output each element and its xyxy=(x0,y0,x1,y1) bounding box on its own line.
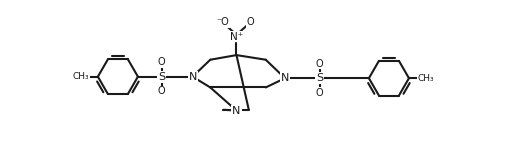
Text: CH₃: CH₃ xyxy=(417,74,434,83)
Text: ⁻O: ⁻O xyxy=(216,17,229,27)
Text: N: N xyxy=(189,72,197,82)
Text: CH₃: CH₃ xyxy=(72,72,89,81)
Text: N: N xyxy=(189,72,197,82)
Text: O: O xyxy=(316,88,323,98)
Text: O: O xyxy=(316,59,323,69)
Text: N: N xyxy=(281,73,289,83)
Text: S: S xyxy=(316,73,323,83)
Text: O: O xyxy=(158,57,166,67)
Text: O: O xyxy=(247,17,254,27)
Text: O: O xyxy=(158,86,166,96)
Text: N⁺: N⁺ xyxy=(230,32,243,42)
Text: S: S xyxy=(158,72,166,82)
Text: N: N xyxy=(232,106,241,116)
